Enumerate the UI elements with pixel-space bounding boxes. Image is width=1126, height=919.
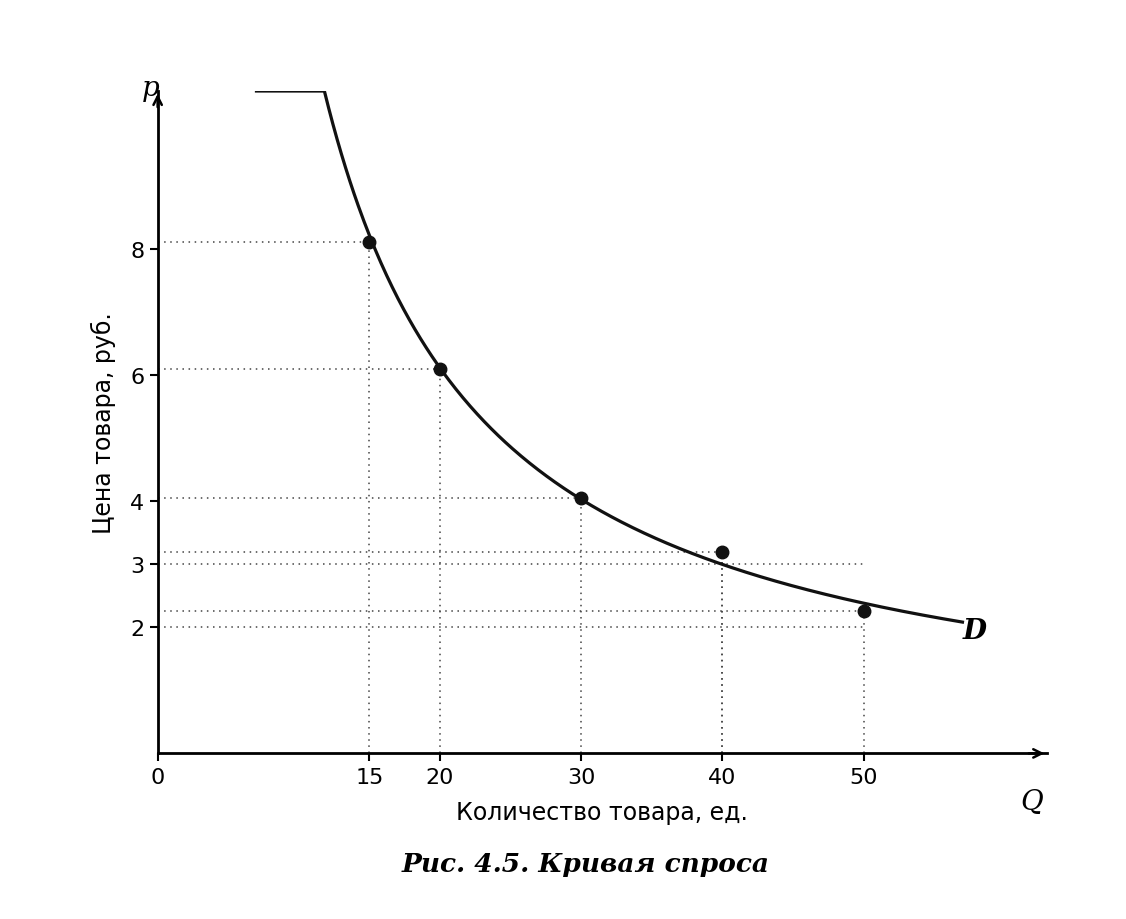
Text: Рис. 4.5. Кривая спроса: Рис. 4.5. Кривая спроса — [402, 851, 769, 877]
X-axis label: Количество товара, ед.: Количество товара, ед. — [456, 800, 749, 824]
Text: p: p — [142, 74, 160, 102]
Text: Q: Q — [1020, 789, 1043, 815]
Text: D: D — [963, 618, 986, 644]
Y-axis label: Цена товара, руб.: Цена товара, руб. — [91, 312, 116, 534]
